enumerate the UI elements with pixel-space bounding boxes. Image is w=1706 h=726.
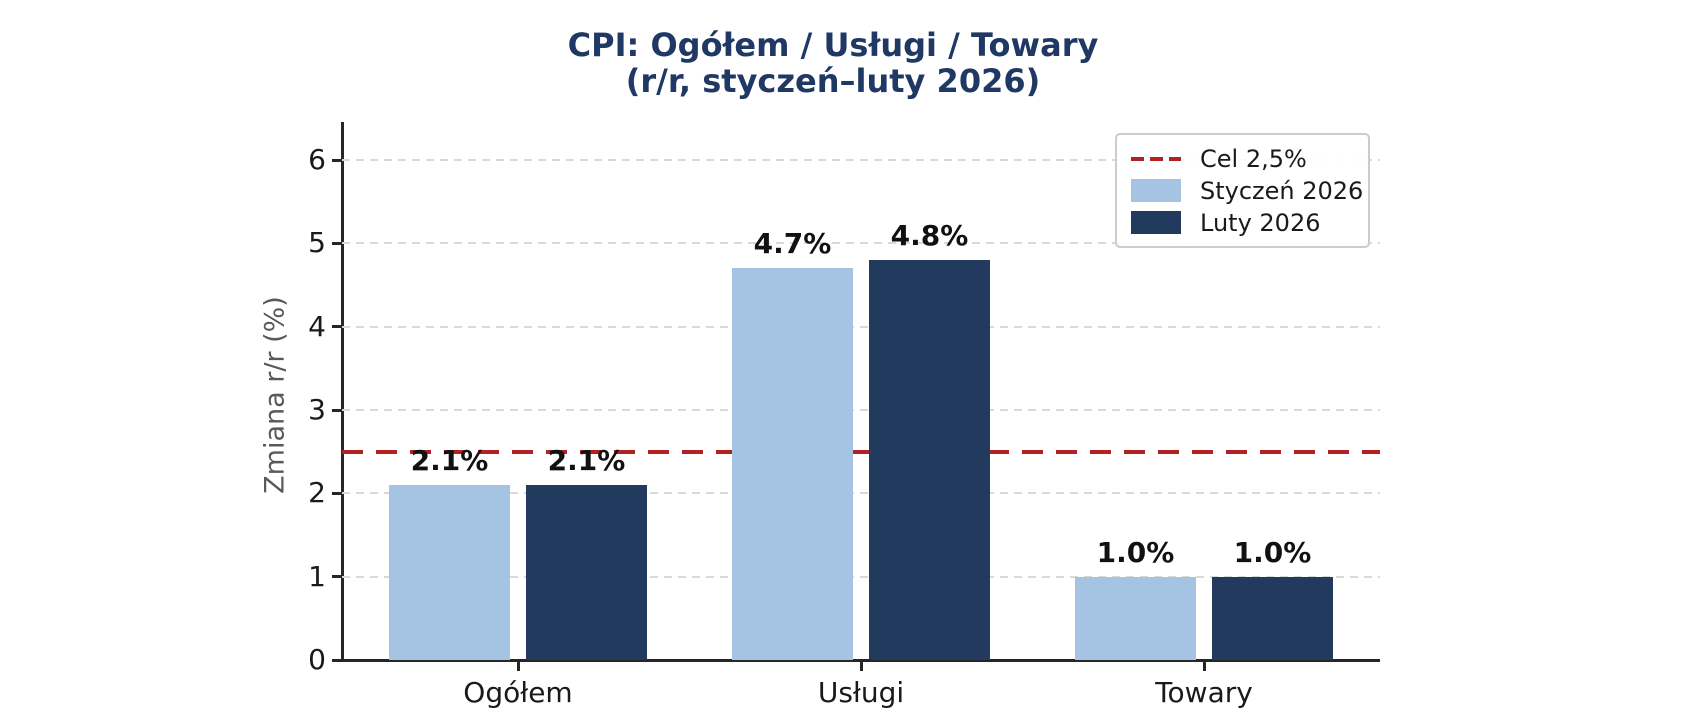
y-tick-label: 4	[308, 309, 326, 343]
y-tick-mark	[332, 408, 342, 412]
bar	[1075, 576, 1196, 660]
y-tick-mark	[332, 325, 342, 329]
chart-title-line-2: (r/r, styczeń–luty 2026)	[625, 62, 1041, 100]
gridline	[342, 409, 1380, 411]
x-tick-mark	[1202, 660, 1206, 671]
legend-swatch-target-line	[1131, 156, 1181, 161]
bar-value-label: 2.1%	[410, 444, 489, 478]
legend-label-styczen: Styczeń 2026	[1200, 176, 1364, 205]
bar-value-label: 4.8%	[890, 219, 969, 253]
bar	[389, 485, 510, 660]
legend-item-luty: Luty 2026	[1131, 208, 1354, 237]
x-tick-mark	[516, 660, 520, 671]
y-tick-mark	[332, 491, 342, 495]
y-tick-label: 6	[308, 143, 326, 177]
gridline	[342, 492, 1380, 495]
bar-value-label: 1.0%	[1233, 535, 1312, 569]
chart-title: CPI: Ogółem / Usługi / Towary (r/r, styc…	[568, 27, 1099, 99]
y-axis-spine	[341, 122, 344, 662]
legend-label-target: Cel 2,5%	[1200, 144, 1307, 173]
y-tick-mark	[332, 241, 342, 245]
legend: Cel 2,5% Styczeń 2026 Luty 2026	[1115, 133, 1370, 248]
bar	[526, 485, 647, 660]
gridline	[342, 159, 1380, 162]
bar	[732, 268, 853, 660]
bar	[869, 260, 990, 660]
bar-value-label: 2.1%	[547, 444, 626, 478]
y-tick-label: 3	[308, 393, 326, 426]
y-tick-label: 1	[308, 559, 326, 593]
gridline	[342, 575, 1380, 578]
y-tick-label: 0	[308, 643, 326, 676]
y-tick-mark	[332, 575, 342, 579]
x-tick-label: Towary	[1155, 676, 1253, 709]
y-tick-mark	[332, 158, 342, 162]
plot-area: 0 1 2 3 4 5 6 2.1% 2.1% Ogółem 4.7% 4.8% Usługi 1.0% 1…	[308, 122, 1380, 709]
y-tick-label: 2	[308, 476, 326, 510]
target-line	[342, 449, 1380, 454]
legend-label-luty: Luty 2026	[1200, 208, 1321, 237]
bar-value-label: 1.0%	[1096, 535, 1175, 569]
legend-item-styczen: Styczeń 2026	[1131, 177, 1363, 205]
x-tick-label: Ogółem	[463, 676, 573, 709]
legend-swatch-styczen	[1131, 179, 1181, 202]
x-tick-mark	[859, 660, 863, 671]
bar	[1212, 576, 1333, 660]
y-tick-mark	[332, 658, 342, 662]
x-tick-label: Usługi	[817, 676, 905, 709]
legend-item-target: Cel 2,5%	[1131, 144, 1354, 173]
legend-swatch-luty	[1131, 211, 1181, 234]
bar-value-label: 4.7%	[753, 227, 832, 261]
gridline	[342, 242, 1380, 245]
gridline	[342, 325, 1380, 328]
y-tick-label: 5	[308, 226, 326, 260]
chart-title-line-1: CPI: Ogółem / Usługi / Towary	[567, 26, 1099, 64]
